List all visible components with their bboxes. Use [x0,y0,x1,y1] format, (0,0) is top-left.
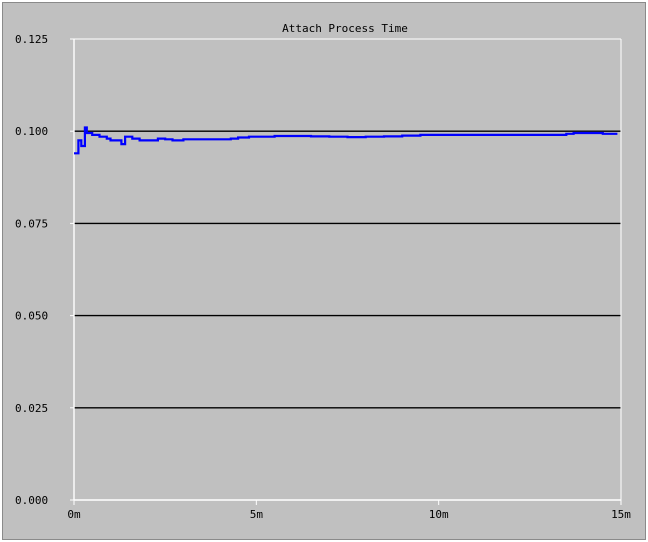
x-tick-label: 0m [67,508,81,521]
series-line [74,126,618,155]
tick-labels: 0.125 0.100 0.075 0.050 0.025 0.000 0m 5m 10m 15m [15,33,631,521]
y-tick-label: 0.125 [15,33,48,46]
gridlines [74,130,621,409]
line-chart: Attach Process Time 0.125 0.100 0.075 0.050… [15,22,631,521]
y-tick-label: 0.000 [15,494,48,507]
y-tick-label: 0.025 [15,402,48,415]
x-tick-label: 5m [250,508,264,521]
y-tick-label: 0.075 [15,217,48,230]
x-tick-label: 10m [429,508,449,521]
x-tick-label: 15m [611,508,631,521]
chart-title: Attach Process Time [282,22,408,35]
y-tick-label: 0.100 [15,125,48,138]
series-layer [74,126,618,155]
y-tick-label: 0.050 [15,310,48,323]
axes [70,38,622,505]
